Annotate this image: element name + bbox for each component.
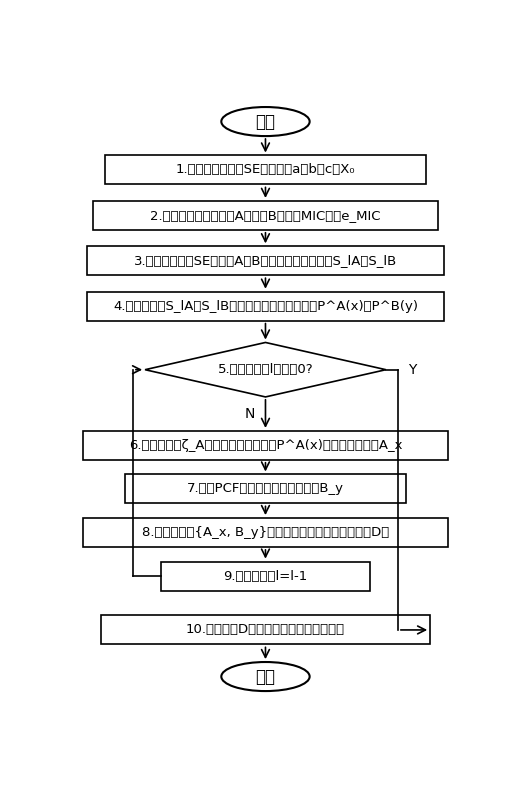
Text: 5.判断总条数l是否为0?: 5.判断总条数l是否为0? (218, 363, 313, 376)
Text: 3.分别生成具有SE分布的A、B字段值出现次数集合S_lA、S_lB: 3.分别生成具有SE分布的A、B字段值出现次数集合S_lA、S_lB (134, 254, 397, 267)
Text: 7.结合PCF模型，计算得出字段值B_y: 7.结合PCF模型，计算得出字段值B_y (187, 483, 344, 495)
Text: 1.拟合异构数据集SE分布参数a、b、c、X₀: 1.拟合异构数据集SE分布参数a、b、c、X₀ (176, 163, 355, 177)
Text: 4.分别对集合S_lA、S_lB建立对应的累积分布函数P^A(x)、P^B(y): 4.分别对集合S_lA、S_lB建立对应的累积分布函数P^A(x)、P^B(y) (113, 299, 418, 313)
Text: N: N (244, 407, 255, 421)
FancyBboxPatch shape (105, 156, 426, 185)
Text: 10.输出文件D，完成异构数据的所有连接: 10.输出文件D，完成异构数据的所有连接 (186, 623, 345, 637)
FancyBboxPatch shape (101, 615, 430, 645)
FancyBboxPatch shape (87, 246, 444, 275)
FancyBboxPatch shape (83, 431, 448, 460)
Text: 结束: 结束 (255, 667, 276, 685)
Text: 9.更新总条数l=l-1: 9.更新总条数l=l-1 (223, 570, 308, 582)
Ellipse shape (221, 662, 310, 691)
FancyBboxPatch shape (161, 561, 370, 590)
Text: 8.连接字段值{A_x, B_y}，作为一条记录，添加到文件D中: 8.连接字段值{A_x, B_y}，作为一条记录，添加到文件D中 (142, 526, 389, 539)
FancyBboxPatch shape (87, 292, 444, 321)
Polygon shape (145, 343, 386, 397)
FancyBboxPatch shape (93, 201, 438, 230)
Ellipse shape (221, 107, 310, 136)
Text: 开始: 开始 (255, 112, 276, 130)
Text: Y: Y (408, 362, 416, 376)
Text: 2.计算异构数据集字段A与字段B之间的MIC系数e_MIC: 2.计算异构数据集字段A与字段B之间的MIC系数e_MIC (150, 209, 381, 222)
FancyBboxPatch shape (83, 518, 448, 547)
FancyBboxPatch shape (125, 475, 406, 504)
Text: 6.生成随机数ζ_A，根据累积分布函数P^A(x)计算得出字段值A_x: 6.生成随机数ζ_A，根据累积分布函数P^A(x)计算得出字段值A_x (129, 439, 402, 452)
